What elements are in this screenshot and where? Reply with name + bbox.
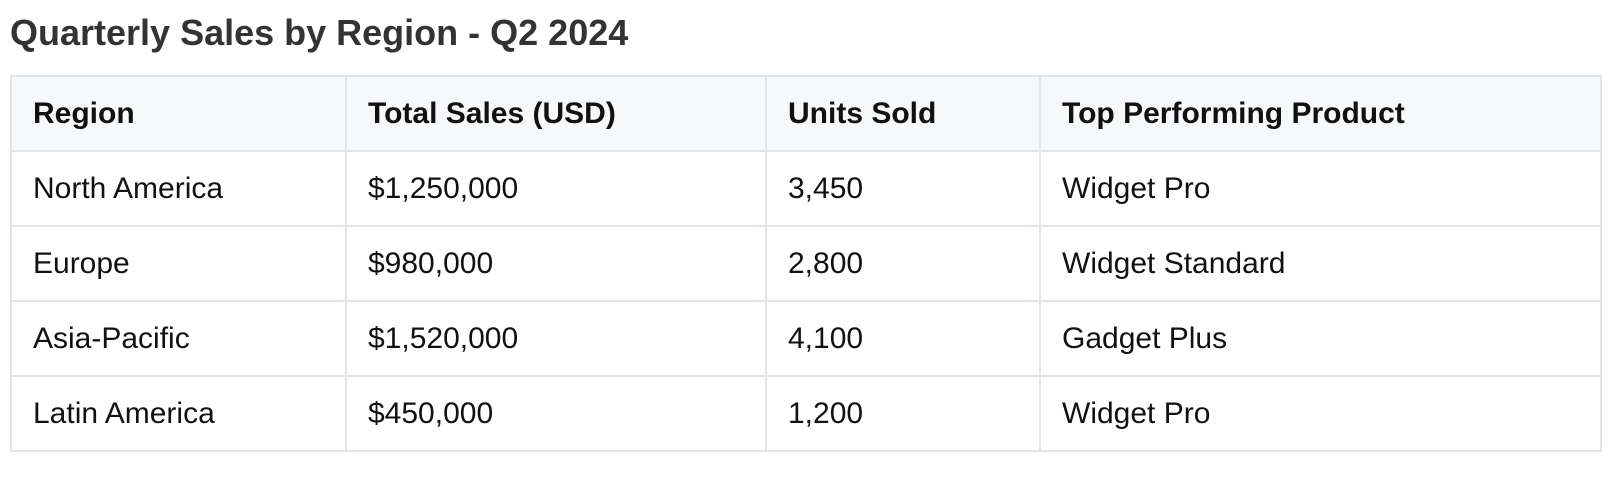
cell-top-product: Widget Standard [1039,225,1602,302]
column-header-units-sold: Units Sold [765,75,1041,152]
cell-units-sold: 1,200 [765,375,1041,452]
cell-total-sales: $450,000 [345,375,767,452]
cell-region: Europe [10,225,347,302]
cell-units-sold: 3,450 [765,150,1041,227]
cell-top-product: Widget Pro [1039,150,1602,227]
cell-total-sales: $980,000 [345,225,767,302]
cell-region: North America [10,150,347,227]
cell-region: Latin America [10,375,347,452]
sales-table: Region Total Sales (USD) Units Sold Top … [10,75,1602,452]
column-header-region: Region [10,75,347,152]
table-row: Asia-Pacific $1,520,000 4,100 Gadget Plu… [10,300,1602,377]
cell-top-product: Gadget Plus [1039,300,1602,377]
header-row: Region Total Sales (USD) Units Sold Top … [10,75,1602,152]
table-row: North America $1,250,000 3,450 Widget Pr… [10,150,1602,227]
cell-units-sold: 4,100 [765,300,1041,377]
cell-region: Asia-Pacific [10,300,347,377]
column-header-top-product: Top Performing Product [1039,75,1602,152]
column-header-total-sales: Total Sales (USD) [345,75,767,152]
table-title: Quarterly Sales by Region - Q2 2024 [10,12,629,53]
table-row: Latin America $450,000 1,200 Widget Pro [10,375,1602,452]
cell-top-product: Widget Pro [1039,375,1602,452]
table-row: Europe $980,000 2,800 Widget Standard [10,225,1602,302]
cell-total-sales: $1,520,000 [345,300,767,377]
cell-units-sold: 2,800 [765,225,1041,302]
cell-total-sales: $1,250,000 [345,150,767,227]
